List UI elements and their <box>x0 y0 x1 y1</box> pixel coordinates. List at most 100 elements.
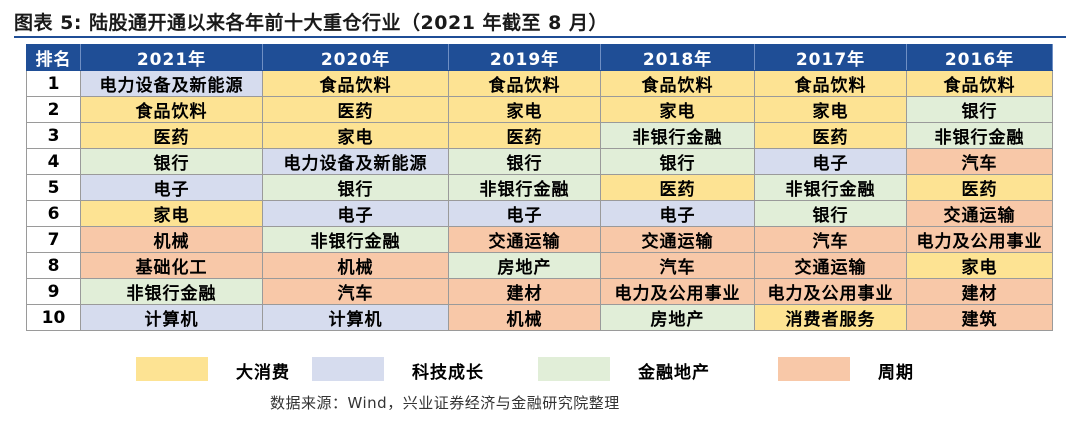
source-note: 数据来源：Wind，兴业证券经济与金融研究院整理 <box>270 394 620 412</box>
table-row: 1 电力设备及新能源 食品饮料 食品饮料 食品饮料 食品饮料 食品饮料 <box>26 70 1053 97</box>
industry-cell: 非银行金融 <box>80 278 263 305</box>
industry-cell: 银行 <box>906 96 1053 123</box>
industry-cell: 建材 <box>448 278 601 305</box>
legend-swatch <box>538 357 610 381</box>
table-row: 5 电子 银行 非银行金融 医药 非银行金融 医药 <box>26 174 1053 201</box>
header-year: 2020年 <box>262 44 449 71</box>
industry-cell: 银行 <box>600 148 755 175</box>
industry-cell: 汽车 <box>600 252 755 279</box>
table-row: 7 机械 非银行金融 交通运输 交通运输 汽车 电力及公用事业 <box>26 226 1053 253</box>
legend-swatch <box>778 357 850 381</box>
industry-cell: 银行 <box>262 174 449 201</box>
industry-cell: 机械 <box>448 304 601 331</box>
rank-cell: 10 <box>26 304 81 331</box>
industry-cell: 医药 <box>754 122 907 149</box>
industry-cell: 电力设备及新能源 <box>262 148 449 175</box>
industry-cell: 交通运输 <box>906 200 1053 227</box>
header-year: 2019年 <box>448 44 601 71</box>
industry-cell: 非银行金融 <box>754 174 907 201</box>
rank-cell: 2 <box>26 96 81 123</box>
table-row: 3 医药 家电 医药 非银行金融 医药 非银行金融 <box>26 122 1053 149</box>
industry-cell: 电子 <box>448 200 601 227</box>
industry-cell: 银行 <box>80 148 263 175</box>
industry-ranking-table: 排名 2021年 2020年 2019年 2018年 2017年 2016年 1… <box>26 44 1053 331</box>
rank-cell: 8 <box>26 252 81 279</box>
industry-cell: 交通运输 <box>754 252 907 279</box>
industry-cell: 家电 <box>80 200 263 227</box>
industry-cell: 电子 <box>600 200 755 227</box>
industry-cell: 食品饮料 <box>448 70 601 97</box>
industry-cell: 电子 <box>262 200 449 227</box>
title-divider <box>14 36 1066 38</box>
table-row: 4 银行 电力设备及新能源 银行 银行 电子 汽车 <box>26 148 1053 175</box>
legend-label: 科技成长 <box>412 363 484 383</box>
industry-cell: 食品饮料 <box>600 70 755 97</box>
industry-cell: 机械 <box>262 252 449 279</box>
industry-cell: 汽车 <box>262 278 449 305</box>
industry-cell: 非银行金融 <box>448 174 601 201</box>
industry-cell: 家电 <box>754 96 907 123</box>
industry-cell: 银行 <box>448 148 601 175</box>
industry-cell: 交通运输 <box>600 226 755 253</box>
industry-cell: 建筑 <box>906 304 1053 331</box>
legend-label: 金融地产 <box>638 363 710 383</box>
rank-cell: 7 <box>26 226 81 253</box>
rank-cell: 5 <box>26 174 81 201</box>
industry-cell: 家电 <box>600 96 755 123</box>
industry-cell: 电子 <box>754 148 907 175</box>
industry-cell: 医药 <box>262 96 449 123</box>
category-legend: 大消费 科技成长 金融地产 周期 <box>0 356 1080 384</box>
industry-cell: 机械 <box>80 226 263 253</box>
industry-cell: 银行 <box>754 200 907 227</box>
figure-title: 图表 5: 陆股通开通以来各年前十大重仓行业（2021 年截至 8 月） <box>14 12 608 34</box>
industry-cell: 医药 <box>906 174 1053 201</box>
table-row: 6 家电 电子 电子 电子 银行 交通运输 <box>26 200 1053 227</box>
industry-cell: 消费者服务 <box>754 304 907 331</box>
industry-cell: 电力及公用事业 <box>906 226 1053 253</box>
legend-label: 周期 <box>878 363 914 383</box>
table-header-row: 排名 2021年 2020年 2019年 2018年 2017年 2016年 <box>26 44 1053 71</box>
industry-cell: 电力设备及新能源 <box>80 70 263 97</box>
industry-cell: 电力及公用事业 <box>754 278 907 305</box>
industry-cell: 建材 <box>906 278 1053 305</box>
industry-cell: 非银行金融 <box>262 226 449 253</box>
table-row: 9 非银行金融 汽车 建材 电力及公用事业 电力及公用事业 建材 <box>26 278 1053 305</box>
industry-cell: 汽车 <box>754 226 907 253</box>
industry-cell: 房地产 <box>600 304 755 331</box>
header-year: 2017年 <box>754 44 907 71</box>
industry-cell: 家电 <box>448 96 601 123</box>
industry-cell: 食品饮料 <box>262 70 449 97</box>
industry-cell: 食品饮料 <box>906 70 1053 97</box>
industry-cell: 汽车 <box>906 148 1053 175</box>
industry-cell: 非银行金融 <box>600 122 755 149</box>
rank-cell: 9 <box>26 278 81 305</box>
industry-cell: 医药 <box>448 122 601 149</box>
rank-cell: 6 <box>26 200 81 227</box>
legend-swatch <box>312 357 384 381</box>
industry-cell: 医药 <box>80 122 263 149</box>
industry-cell: 电力及公用事业 <box>600 278 755 305</box>
header-rank: 排名 <box>26 44 81 71</box>
industry-cell: 计算机 <box>80 304 263 331</box>
rank-cell: 3 <box>26 122 81 149</box>
industry-cell: 食品饮料 <box>754 70 907 97</box>
table-row: 10 计算机 计算机 机械 房地产 消费者服务 建筑 <box>26 304 1053 331</box>
legend-swatch <box>136 357 208 381</box>
industry-cell: 家电 <box>262 122 449 149</box>
industry-cell: 家电 <box>906 252 1053 279</box>
header-year: 2018年 <box>600 44 755 71</box>
industry-cell: 食品饮料 <box>80 96 263 123</box>
table-row: 2 食品饮料 医药 家电 家电 家电 银行 <box>26 96 1053 123</box>
industry-cell: 计算机 <box>262 304 449 331</box>
header-year: 2016年 <box>906 44 1053 71</box>
industry-cell: 基础化工 <box>80 252 263 279</box>
industry-cell: 医药 <box>600 174 755 201</box>
table-row: 8 基础化工 机械 房地产 汽车 交通运输 家电 <box>26 252 1053 279</box>
legend-label: 大消费 <box>236 363 290 383</box>
industry-cell: 房地产 <box>448 252 601 279</box>
industry-cell: 交通运输 <box>448 226 601 253</box>
industry-cell: 电子 <box>80 174 263 201</box>
rank-cell: 1 <box>26 70 81 97</box>
industry-cell: 非银行金融 <box>906 122 1053 149</box>
header-year: 2021年 <box>80 44 263 71</box>
